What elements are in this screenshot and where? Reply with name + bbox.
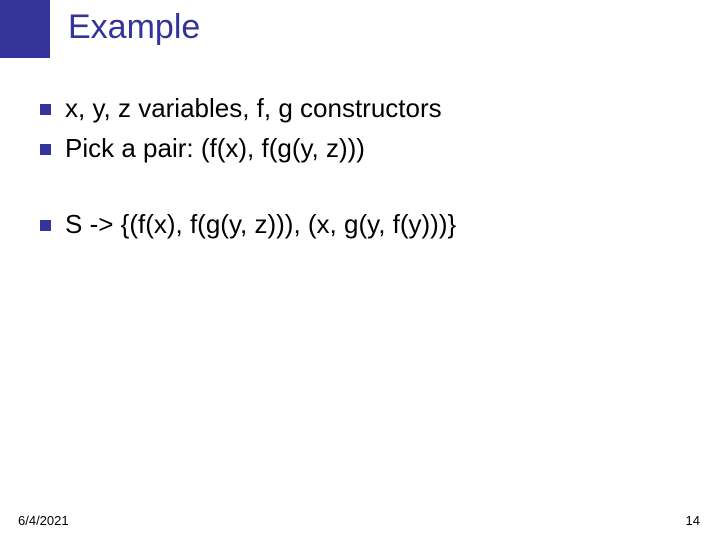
bullet-text: x, y, z variables, f, g constructors (65, 92, 442, 126)
slide-container: Example x, y, z variables, f, g construc… (0, 0, 720, 540)
footer-date: 6/4/2021 (18, 513, 69, 528)
footer-page-number: 14 (686, 513, 700, 528)
bullet-text: Pick a pair: (f(x), f(g(y, z))) (65, 132, 365, 166)
bullet-icon (40, 104, 51, 115)
bullet-icon (40, 220, 51, 231)
bullet-icon (40, 144, 51, 155)
list-item: Pick a pair: (f(x), f(g(y, z))) (40, 132, 680, 166)
list-item: x, y, z variables, f, g constructors (40, 92, 680, 126)
list-item: S -> {(f(x), f(g(y, z))), (x, g(y, f(y))… (40, 208, 680, 242)
title-accent-bar (0, 0, 50, 58)
slide-title: Example (68, 8, 200, 47)
bullet-text: S -> {(f(x), f(g(y, z))), (x, g(y, f(y))… (65, 208, 456, 242)
slide-content: x, y, z variables, f, g constructors Pic… (40, 92, 680, 247)
